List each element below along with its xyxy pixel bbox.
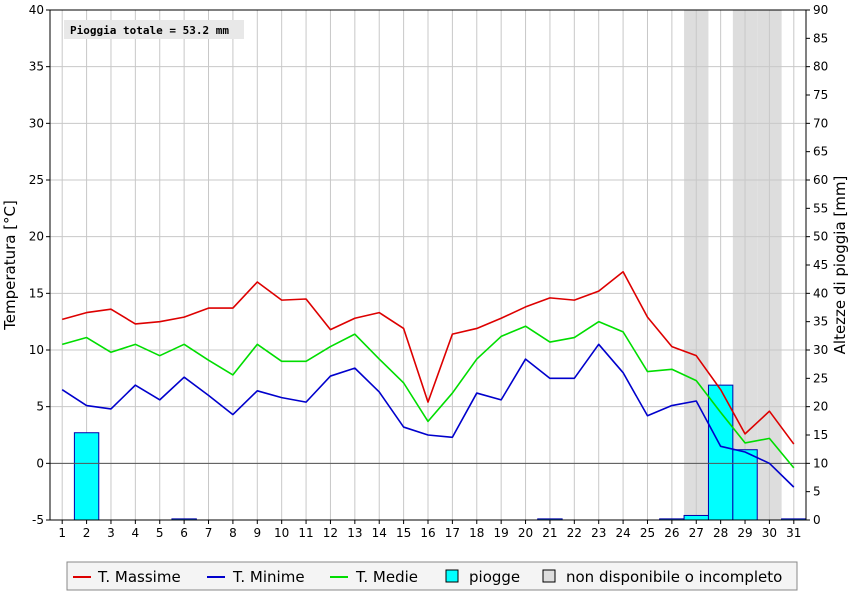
- x-tick-label-6: 6: [180, 526, 188, 540]
- x-tick-label-3: 3: [107, 526, 115, 540]
- x-tick-label-23: 23: [591, 526, 606, 540]
- rain-bar-day-27: [683, 514, 709, 521]
- right-tick-label-40: 40: [813, 286, 828, 300]
- right-tick-label-25: 25: [813, 371, 828, 385]
- left-tick-label-0: 0: [36, 456, 44, 470]
- left-tick-label-10: 10: [29, 343, 44, 357]
- left-tick-label-20: 20: [29, 230, 44, 244]
- rain-bar-day-29: [732, 449, 758, 521]
- x-tick-label-14: 14: [372, 526, 387, 540]
- right-tick-label-30: 30: [813, 343, 828, 357]
- rain-bar-day-28: [707, 384, 734, 521]
- x-tick-label-21: 21: [542, 526, 557, 540]
- series-line-minime: [61, 343, 795, 488]
- x-tick-label-29: 29: [737, 526, 752, 540]
- x-tick-label-30: 30: [762, 526, 777, 540]
- x-tick-label-26: 26: [664, 526, 679, 540]
- legend-label-medie: T. Medie: [355, 568, 418, 586]
- series-line-medie: [61, 320, 795, 469]
- series-line-massime: [61, 270, 795, 445]
- x-tick-label-5: 5: [156, 526, 164, 540]
- left-axis-label: Temperatura [°C]: [1, 200, 19, 331]
- x-tick-label-31: 31: [786, 526, 801, 540]
- x-tick-label-20: 20: [518, 526, 533, 540]
- rain-bar-day-2: [73, 432, 100, 521]
- x-tick-label-12: 12: [323, 526, 338, 540]
- right-tick-label-70: 70: [813, 116, 828, 130]
- x-tick-label-27: 27: [689, 526, 704, 540]
- x-tick-label-4: 4: [132, 526, 140, 540]
- legend-swatch-piogge: [445, 569, 459, 583]
- x-tick-label-16: 16: [420, 526, 435, 540]
- x-tick-label-15: 15: [396, 526, 411, 540]
- annotation-box: [64, 20, 244, 39]
- right-axis-ticks: 0 5 10 15 20 25 30 35 40 45 50 55 60 65 70 75 80 85 90: [806, 3, 828, 527]
- x-tick-label-2: 2: [83, 526, 91, 540]
- right-tick-label-60: 60: [813, 173, 828, 187]
- x-tick-label-28: 28: [713, 526, 728, 540]
- x-tick-label-1: 1: [58, 526, 66, 540]
- right-tick-label-55: 55: [813, 201, 828, 215]
- legend-label-minime: T. Minime: [232, 568, 305, 586]
- right-tick-label-35: 35: [813, 315, 828, 329]
- left-tick-label-25: 25: [29, 173, 44, 187]
- x-tick-label-7: 7: [205, 526, 213, 540]
- x-tick-label-24: 24: [615, 526, 630, 540]
- right-tick-label-5: 5: [813, 485, 821, 499]
- left-tick-label-5: 5: [36, 400, 44, 414]
- legend-box: [66, 561, 798, 591]
- right-tick-label-90: 90: [813, 3, 828, 17]
- rain-total-annotation: Pioggia totale = 53.2 mm: [70, 24, 229, 37]
- legend: T. Massime T. Minime T. Medie piogge non…: [66, 561, 798, 591]
- left-tick-label-40: 40: [29, 3, 44, 17]
- x-axis-ticks: 1 2 3 4 5 6 7 8 9 10 11 12 13 14 15 16 17 18 19 20 21 22 23 24 2…: [58, 520, 801, 540]
- x-tick-label-22: 22: [567, 526, 582, 540]
- right-tick-label-85: 85: [813, 31, 828, 45]
- x-tick-label-17: 17: [445, 526, 460, 540]
- temperature-lines: [61, 270, 795, 488]
- legend-swatch-unavailable: [542, 569, 556, 583]
- x-tick-label-10: 10: [274, 526, 289, 540]
- right-tick-label-65: 65: [813, 145, 828, 159]
- x-tick-label-8: 8: [229, 526, 237, 540]
- right-tick-label-10: 10: [813, 456, 828, 470]
- grid-lines: [50, 9, 806, 521]
- right-tick-label-45: 45: [813, 258, 828, 272]
- x-tick-label-18: 18: [469, 526, 484, 540]
- left-tick-label-30: 30: [29, 116, 44, 130]
- right-tick-label-15: 15: [813, 428, 828, 442]
- left-tick-label--5: -5: [32, 513, 44, 527]
- right-tick-label-80: 80: [813, 60, 828, 74]
- right-axis-label: Altezze di pioggia [mm]: [831, 176, 849, 355]
- right-tick-label-75: 75: [813, 88, 828, 102]
- legend-label-unavailable: non disponibile o incompleto: [566, 568, 782, 586]
- left-axis-ticks: -5 0 5 10 15 20 25 30 35 40: [29, 3, 50, 527]
- x-tick-label-9: 9: [253, 526, 261, 540]
- right-tick-label-20: 20: [813, 400, 828, 414]
- right-tick-label-0: 0: [813, 513, 821, 527]
- left-tick-label-35: 35: [29, 60, 44, 74]
- legend-label-massime: T. Massime: [97, 568, 181, 586]
- x-tick-label-25: 25: [640, 526, 655, 540]
- left-tick-label-15: 15: [29, 286, 44, 300]
- legend-label-piogge: piogge: [469, 568, 520, 586]
- x-tick-label-19: 19: [494, 526, 509, 540]
- x-tick-label-11: 11: [298, 526, 313, 540]
- x-tick-label-13: 13: [347, 526, 362, 540]
- rain-bars: [73, 384, 807, 521]
- right-tick-label-50: 50: [813, 230, 828, 244]
